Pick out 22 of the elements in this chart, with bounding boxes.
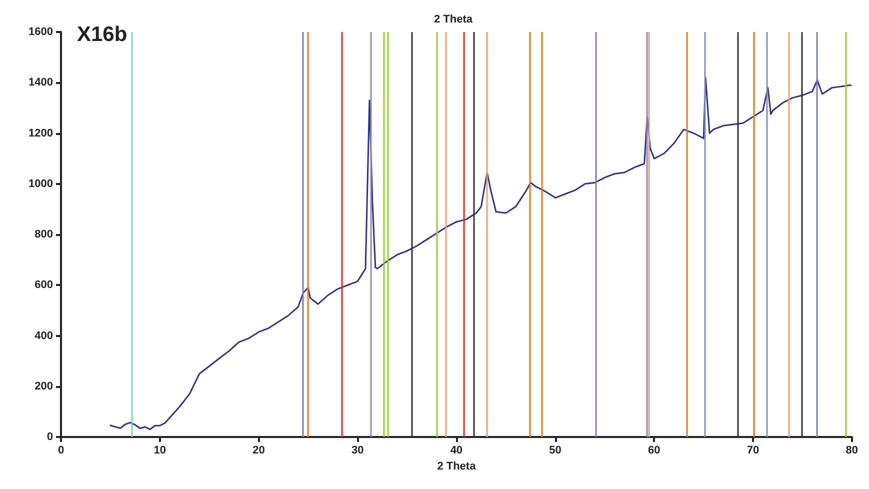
y-tick-label: 1400 bbox=[28, 76, 53, 89]
y-tick-label: 1600 bbox=[28, 26, 53, 38]
text: 2 Theta bbox=[434, 14, 474, 26]
x-tick-label: 50 bbox=[549, 444, 562, 456]
y-tick-label: 1000 bbox=[28, 178, 53, 190]
y-tick-label: 1200 bbox=[28, 127, 53, 140]
x-tick-label: 10 bbox=[154, 444, 166, 456]
x-tick-label: 70 bbox=[746, 444, 760, 456]
x-tick-label: 40 bbox=[450, 444, 463, 456]
y-tick-label: 600 bbox=[34, 279, 53, 292]
y-tick-label: 800 bbox=[34, 228, 53, 240]
line-series bbox=[110, 76, 852, 430]
x-tick-label: 60 bbox=[648, 444, 660, 456]
y-tick-label: 400 bbox=[34, 330, 53, 342]
y-tick-label: 200 bbox=[34, 380, 53, 392]
x-axis-title: 2 Theta bbox=[437, 460, 477, 472]
x-tick-label: 0 bbox=[58, 444, 64, 456]
y-tick-label: 0 bbox=[46, 431, 53, 443]
x-tick-label: 80 bbox=[846, 444, 858, 456]
x-tick-label: 30 bbox=[351, 444, 364, 456]
x-tick-label: 20 bbox=[252, 444, 265, 456]
chart-title: X16b bbox=[77, 23, 128, 46]
